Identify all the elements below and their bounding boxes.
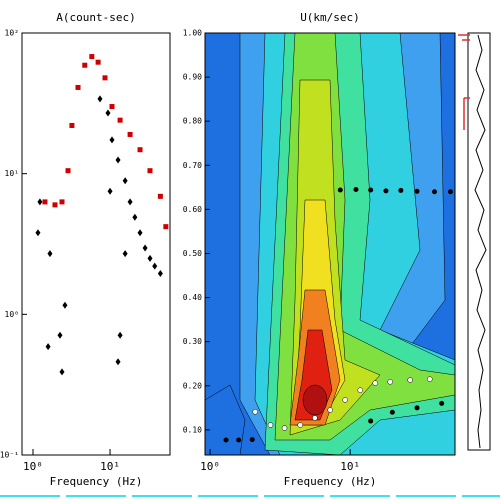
point [368, 187, 374, 193]
point [127, 198, 133, 206]
point [102, 75, 108, 81]
point [59, 368, 65, 376]
point [65, 168, 71, 174]
point [132, 213, 138, 221]
y-tick-label: 0.40 [183, 293, 202, 302]
point [414, 188, 420, 194]
contour-image [204, 32, 456, 456]
point [427, 376, 433, 382]
point [152, 262, 158, 270]
point [137, 229, 143, 237]
point [297, 422, 303, 428]
point [252, 409, 258, 415]
point [312, 415, 318, 421]
y-tick-label: 1.00 [183, 29, 202, 38]
y-tick-label: 0.90 [183, 73, 202, 82]
left-frame [21, 32, 171, 456]
point [439, 400, 445, 406]
waveform [474, 34, 487, 449]
point [97, 95, 103, 103]
chart-title: A(count-sec) [56, 11, 135, 24]
point [407, 377, 413, 383]
y-tick-label: 0.10 [183, 425, 202, 434]
point [52, 202, 58, 208]
point [122, 250, 128, 258]
point [69, 122, 75, 128]
point [137, 147, 143, 153]
point [62, 301, 68, 309]
point [37, 198, 43, 206]
x-tick-label: 10¹ [100, 460, 120, 473]
point [281, 425, 288, 431]
y-tick-label: 0.60 [183, 205, 202, 214]
point [82, 62, 88, 68]
x-tick-label: 10¹ [340, 460, 360, 473]
y-tick-label: 0.80 [183, 117, 202, 126]
chart-title: U(km/sec) [300, 11, 360, 24]
point [337, 187, 343, 193]
point [249, 437, 255, 443]
point [389, 409, 395, 415]
point [107, 187, 113, 195]
point [267, 422, 274, 428]
point [45, 343, 51, 351]
y-tick-label: 0.50 [183, 249, 202, 258]
point [342, 397, 348, 403]
point [147, 254, 153, 262]
point [59, 199, 65, 205]
y-tick-label: 0.70 [183, 161, 202, 170]
point [117, 331, 123, 339]
y-tick-label: 10¹ [5, 169, 19, 178]
point [368, 418, 374, 424]
point [353, 187, 359, 193]
point [127, 131, 133, 137]
point [142, 244, 148, 252]
waveform-frame [467, 32, 491, 451]
y-tick-label: 10² [5, 29, 19, 38]
x-axis-label: Frequency (Hz) [50, 475, 143, 488]
point [57, 331, 63, 339]
point [414, 405, 420, 411]
point [157, 193, 163, 199]
point [147, 168, 153, 174]
y-tick-label: 0.30 [183, 337, 202, 346]
point [75, 84, 81, 90]
y-tick-label: 10⁻¹ [0, 451, 19, 460]
point [398, 187, 404, 193]
x-tick-label: 10⁰ [23, 460, 43, 473]
waveform-markers [458, 34, 470, 130]
y-tick-label: 0.20 [183, 381, 202, 390]
point [115, 156, 121, 164]
middle-frame [204, 32, 456, 456]
point [117, 117, 123, 123]
y-tick-label: 10⁰ [5, 310, 19, 319]
point [47, 250, 53, 258]
x-axis-label: Frequency (Hz) [284, 475, 377, 488]
x-tick-label: 10⁰ [200, 460, 220, 473]
point [42, 199, 48, 205]
point [35, 229, 41, 237]
point [105, 109, 111, 117]
point [432, 189, 438, 195]
point [109, 104, 115, 110]
point [327, 407, 333, 413]
point [89, 54, 95, 60]
point [387, 379, 393, 385]
point [447, 189, 453, 195]
point [357, 387, 363, 393]
point [383, 188, 389, 194]
point [109, 136, 115, 144]
point [95, 59, 101, 65]
point [236, 437, 242, 443]
point [163, 224, 169, 230]
point [223, 437, 229, 443]
point [372, 380, 379, 386]
point [122, 177, 128, 185]
point [157, 270, 163, 278]
point [115, 358, 121, 366]
